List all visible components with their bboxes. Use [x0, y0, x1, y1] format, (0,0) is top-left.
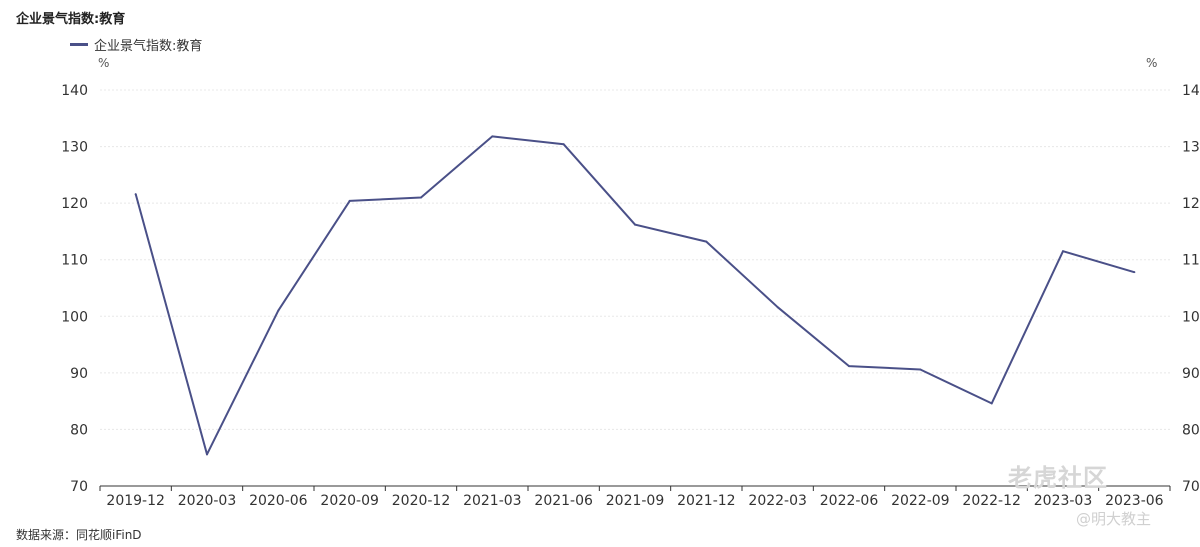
data-point: [206, 453, 208, 456]
series-line: [134, 135, 1135, 456]
y-tick-label-right: 90: [1182, 366, 1200, 382]
data-point: [776, 306, 779, 309]
chart-title: 企业景气指数:教育: [16, 12, 126, 27]
x-tick-label: 2023-06: [1105, 493, 1164, 509]
x-tick-label: 2022-09: [891, 493, 950, 509]
data-point: [491, 135, 494, 138]
x-tick-label: 2021-12: [677, 493, 736, 509]
y-tick-label-right: 120: [1182, 196, 1200, 212]
y-tick-label-right: 110: [1182, 253, 1200, 269]
y-tick-label-left: 110: [61, 253, 88, 269]
data-point: [420, 196, 422, 199]
x-tick-label: 2020-03: [178, 493, 237, 509]
x-tick-label: 2020-06: [249, 493, 308, 509]
data-point: [348, 199, 351, 202]
data-point: [1133, 271, 1136, 274]
y-tick-label-left: 70: [70, 479, 88, 495]
legend: 企业景气指数:教育: [70, 35, 202, 54]
y-tick-label-right: 70: [1182, 479, 1200, 495]
data-point: [562, 143, 565, 146]
y-tick-label-right: 140: [1182, 83, 1200, 99]
data-point: [634, 223, 636, 226]
y-tick-label-left: 120: [61, 196, 88, 212]
x-tick-label: 2022-06: [820, 493, 879, 509]
x-tick-label: 2023-03: [1034, 493, 1093, 509]
data-point: [1062, 250, 1064, 253]
y-tick-label-left: 140: [61, 83, 88, 99]
y-axis-unit-left: %: [98, 56, 110, 70]
data-point: [134, 193, 137, 196]
y-tick-label-left: 80: [70, 422, 88, 438]
y-tick-label-left: 90: [70, 366, 88, 382]
y-tick-label-right: 130: [1182, 140, 1200, 156]
x-tick-label: 2021-09: [606, 493, 665, 509]
data-point: [277, 309, 280, 312]
x-tick-label: 2022-12: [962, 493, 1021, 509]
data-point: [705, 240, 708, 243]
x-tick-label: 2021-03: [463, 493, 522, 509]
data-source: 数据来源：同花顺iFinD: [16, 528, 142, 542]
y-tick-label-right: 80: [1182, 422, 1200, 438]
data-point: [848, 365, 850, 368]
x-tick-label: 2020-12: [392, 493, 451, 509]
y-tick-label-left: 100: [61, 309, 88, 325]
data-point: [919, 368, 922, 371]
watermark-logo: 老虎社区: [1008, 464, 1108, 492]
data-point: [990, 402, 993, 405]
legend-label: 企业景气指数:教育: [94, 39, 203, 54]
x-tick-label: 2020-09: [320, 493, 379, 509]
y-tick-label-right: 100: [1182, 309, 1200, 325]
legend-swatch: [70, 43, 88, 46]
x-tick-label: 2021-06: [534, 493, 593, 509]
watermark-author: @明大教主: [1076, 510, 1152, 528]
y-axis-unit-right: %: [1146, 56, 1158, 70]
x-tick-label: 2022-03: [748, 493, 807, 509]
y-tick-label-left: 130: [61, 140, 88, 156]
x-tick-label: 2019-12: [106, 493, 165, 509]
